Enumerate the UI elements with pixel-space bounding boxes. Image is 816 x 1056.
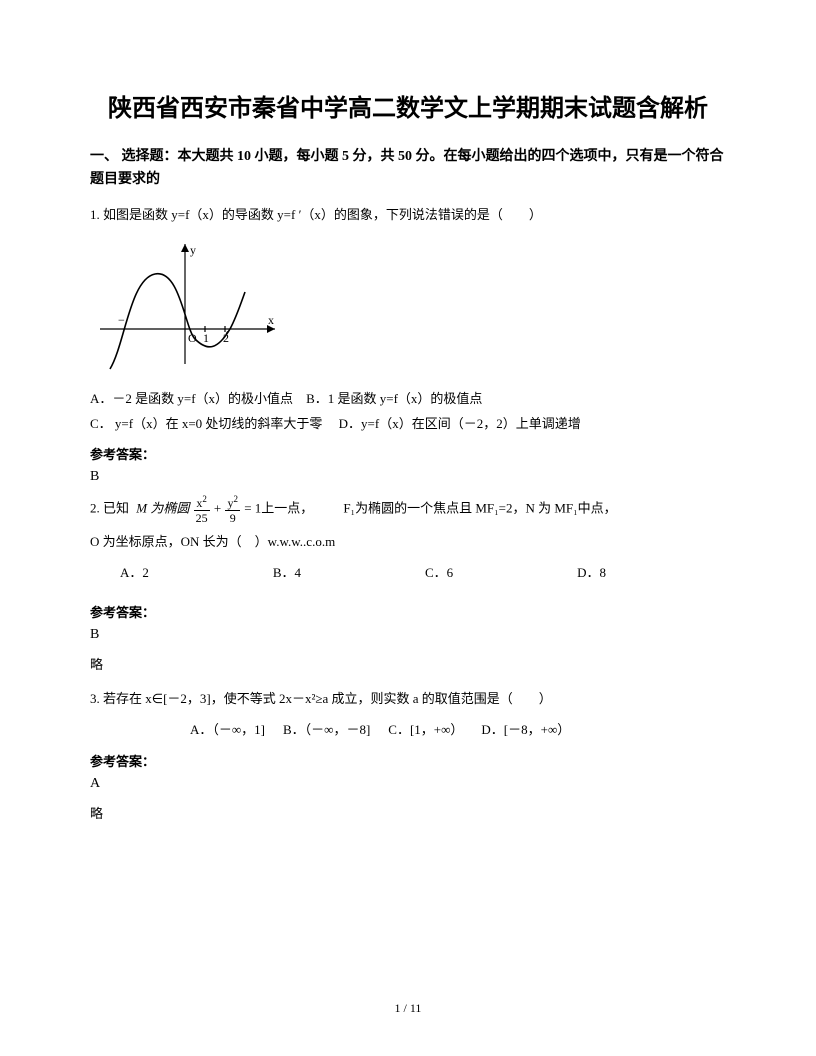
ellipse-a2: 25 <box>194 511 210 524</box>
document-title: 陕西省西安市秦省中学高二数学文上学期期末试题含解析 <box>90 90 726 128</box>
q3-answer-label: 参考答案： <box>90 751 726 770</box>
svg-text:O: O <box>188 331 197 345</box>
q3-answer: A <box>90 776 726 792</box>
q1-options: A．－2 是函数 y=f（x）的极小值点 B．1 是函数 y=f（x）的极值点 … <box>90 387 726 436</box>
page-number: 1 / 11 <box>0 1001 816 1016</box>
q2-answer-label: 参考答案： <box>90 602 726 621</box>
q3-stem: 3. 若存在 x∈[－2，3]，使不等式 2x－x²≥a 成立，则实数 a 的取… <box>90 687 726 712</box>
q1-answer-label: 参考答案： <box>90 444 726 463</box>
q2-stem-post: O 为坐标原点，ON 长为（ ）w.w.w..c.o.m <box>90 530 726 555</box>
section-1-heading: 一、 选择题：本大题共 10 小题，每小题 5 分，共 50 分。在每小题给出的… <box>90 146 726 191</box>
svg-text:y: y <box>190 243 196 257</box>
q2-option-c: C．6 <box>425 561 453 586</box>
formula-prefix: M 为椭圆 <box>136 501 189 516</box>
q2-answer: B <box>90 627 726 643</box>
q3-option-d: D．[－8，+∞） <box>481 718 570 743</box>
svg-text:−: − <box>118 313 125 327</box>
q1-figure: y x O 1 2 − <box>90 234 726 379</box>
q2-option-b: B．4 <box>273 561 301 586</box>
page: 陕西省西安市秦省中学高二数学文上学期期末试题含解析 一、 选择题：本大题共 10… <box>0 0 816 1056</box>
ellipse-formula: M 为椭圆 x225 + y29 = 1上一点， <box>136 495 313 524</box>
q1-option-b: B．1 是函数 y=f（x）的极值点 <box>306 391 482 406</box>
q3-option-b: B．（－∞，－8] <box>283 718 370 743</box>
q1-option-d: D．y=f（x）在区间（－2，2）上单调递增 <box>339 416 581 431</box>
svg-text:1: 1 <box>203 331 209 345</box>
q3-options: A．（－∞，1] B．（－∞，－8] C．[1，+∞） D．[－8，+∞） <box>90 718 726 743</box>
q2-note: 略 <box>90 653 726 678</box>
svg-text:x: x <box>268 313 274 327</box>
q3-option-a: A．（－∞，1] <box>190 718 265 743</box>
q2-stem-mid: F₁为椭圆的一个焦点且 MF₁=2，N 为 MF₁中点， <box>343 501 616 516</box>
q1-stem: 1. 如图是函数 y=f（x）的导函数 y=f ′（x）的图象，下列说法错误的是… <box>90 203 726 228</box>
q2-line1: 2. 已知 M 为椭圆 x225 + y29 = 1上一点， F₁为椭圆的一个焦… <box>90 495 726 524</box>
q1-answer: B <box>90 469 726 485</box>
q2-option-a: A．2 <box>120 561 149 586</box>
q2-options: A．2 B．4 C．6 D．8 <box>90 561 726 586</box>
ellipse-b2: 9 <box>225 511 240 524</box>
q2-option-d: D．8 <box>577 561 606 586</box>
q2-stem-pre: 2. 已知 <box>90 501 129 516</box>
formula-tail: 上一点， <box>261 501 313 516</box>
q1-option-a: A．－2 是函数 y=f（x）的极小值点 <box>90 391 293 406</box>
derivative-graph-svg: y x O 1 2 − <box>90 234 290 374</box>
q1-option-c: C． y=f（x）在 x=0 处切线的斜率大于零 <box>90 416 322 431</box>
q3-note: 略 <box>90 802 726 827</box>
q3-option-c: C．[1，+∞） <box>388 718 463 743</box>
